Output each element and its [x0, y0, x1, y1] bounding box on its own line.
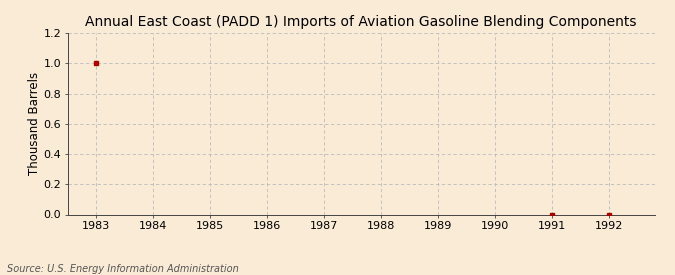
Text: Source: U.S. Energy Information Administration: Source: U.S. Energy Information Administ… — [7, 264, 238, 274]
Title: Annual East Coast (PADD 1) Imports of Aviation Gasoline Blending Components: Annual East Coast (PADD 1) Imports of Av… — [85, 15, 637, 29]
Y-axis label: Thousand Barrels: Thousand Barrels — [28, 72, 40, 175]
